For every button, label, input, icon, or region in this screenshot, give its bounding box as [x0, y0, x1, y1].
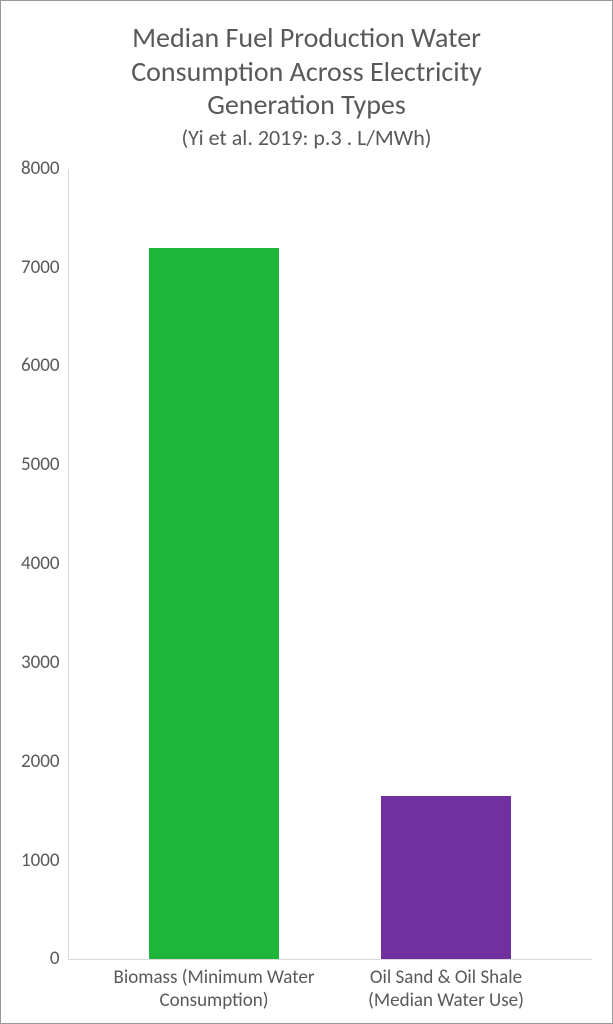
- chart-title-line2: Consumption Across Electricity: [21, 55, 592, 89]
- chart-title-line1: Median Fuel Production Water: [21, 21, 592, 55]
- chart-subtitle: (Yi et al. 2019: p.3 . L/MWh): [21, 124, 592, 151]
- bars-region: [68, 169, 592, 960]
- x-tick-label: Oil Sand & Oil Shale (Median Water Use): [341, 966, 551, 1014]
- chart-title-block: Median Fuel Production Water Consumption…: [21, 21, 592, 151]
- plot-area: 800070006000500040003000200010000: [21, 169, 592, 960]
- y-axis: 800070006000500040003000200010000: [21, 169, 68, 960]
- x-axis-labels: Biomass (Minimum Water Consumption) Oil S…: [68, 960, 592, 1014]
- chart-title-line3: Generation Types: [21, 88, 592, 122]
- x-axis-spacer: [21, 960, 68, 1014]
- chart-container: Median Fuel Production Water Consumption…: [0, 0, 613, 1024]
- x-axis-row: Biomass (Minimum Water Consumption) Oil S…: [21, 960, 592, 1014]
- x-tick-label: Biomass (Minimum Water Consumption): [109, 966, 319, 1014]
- bar: [149, 248, 279, 959]
- bar: [381, 796, 511, 959]
